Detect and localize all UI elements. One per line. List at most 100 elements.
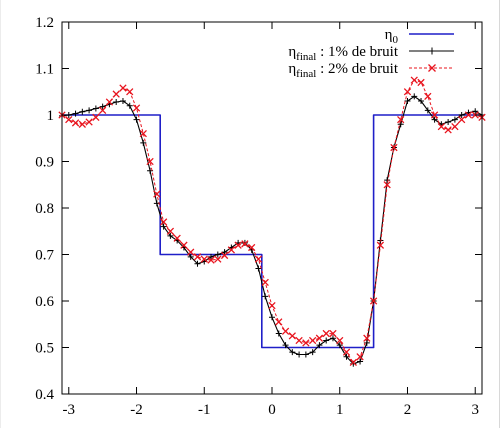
series-group (58, 76, 486, 367)
data-point (288, 332, 296, 340)
data-point (377, 237, 384, 244)
data-point (214, 251, 221, 258)
tick-labels-group: -3 -2 -1 0 1 2 3 0.4 0.5 0.6 0.7 0.8 0.9 1 1.1 1.2 (35, 15, 479, 418)
data-point (444, 126, 452, 134)
data-point (133, 116, 140, 123)
data-point (112, 90, 120, 98)
data-point (296, 351, 303, 358)
data-point (227, 246, 236, 254)
data-point (343, 353, 350, 360)
data-point (410, 76, 418, 84)
data-point (71, 119, 80, 127)
legend-entry-eta0: η0 (385, 27, 454, 46)
data-point (445, 118, 452, 125)
data-point (160, 223, 167, 230)
legend-marker-noise1 (428, 47, 436, 55)
data-point (349, 358, 357, 367)
data-point (261, 278, 269, 287)
x-tick-label: -3 (63, 402, 76, 418)
data-point (173, 234, 181, 242)
data-point (329, 335, 336, 342)
y-tick-label: 1 (47, 108, 55, 124)
x-tick-label: 2 (404, 402, 412, 418)
data-point (72, 110, 79, 117)
y-tick-label: 1.2 (35, 15, 54, 31)
y-tick-label: 0.9 (35, 155, 54, 171)
data-point (132, 104, 141, 112)
data-point (397, 121, 404, 128)
data-point (295, 336, 303, 345)
legend-entry-noise2: ηfinal : 2% de bruit (288, 61, 454, 80)
data-point (98, 106, 107, 115)
data-point (79, 108, 86, 115)
data-point (207, 256, 215, 264)
data-point (92, 113, 100, 121)
data-point (403, 88, 412, 96)
x-tick-label: -1 (198, 402, 211, 418)
data-point (404, 98, 411, 105)
data-point (248, 243, 256, 252)
data-point (159, 218, 168, 226)
data-point (430, 111, 439, 119)
data-point (193, 253, 202, 261)
data-point (472, 108, 479, 115)
data-point (397, 115, 405, 124)
data-point (200, 255, 208, 263)
data-point (194, 260, 201, 267)
x-tick-label: 1 (336, 402, 344, 418)
data-point (417, 78, 425, 87)
data-point (275, 318, 283, 326)
data-point (322, 329, 330, 338)
data-point (384, 177, 391, 184)
data-point (464, 111, 473, 119)
data-point (458, 115, 466, 124)
legend-marker-noise2 (428, 64, 436, 72)
data-point (302, 351, 309, 358)
data-point (336, 342, 343, 349)
data-point (92, 105, 99, 112)
data-point (262, 293, 269, 300)
legend-label-eta0: η0 (385, 27, 399, 46)
legend-label-noise1: ηfinal : 1% de bruit (288, 44, 399, 63)
data-point (424, 92, 432, 101)
data-point (119, 98, 126, 105)
data-point (329, 329, 337, 338)
data-point (411, 93, 418, 100)
data-point (308, 336, 317, 345)
y-tick-label: 0.7 (35, 248, 54, 264)
data-point (126, 102, 133, 109)
x-tick-label: -2 (130, 402, 143, 418)
data-point (357, 358, 364, 365)
data-point (451, 116, 458, 123)
data-point (139, 129, 147, 138)
series-noise2 (58, 76, 486, 367)
data-point (208, 253, 215, 260)
data-point (418, 98, 425, 105)
data-point (214, 255, 222, 263)
y-tick-label: 1.1 (35, 62, 54, 78)
y-tick-label: 0.6 (35, 294, 54, 310)
data-point (268, 301, 276, 310)
data-point (65, 115, 73, 124)
data-point (315, 334, 324, 342)
data-point (220, 251, 229, 260)
legend-entry-noise1: ηfinal : 1% de bruit (288, 44, 454, 63)
data-point (85, 118, 93, 126)
data-point (86, 107, 93, 114)
data-point (221, 249, 228, 256)
series-line-eta0 (62, 114, 482, 349)
data-point (99, 103, 106, 110)
data-point (369, 297, 378, 305)
data-point (323, 337, 330, 344)
data-point (180, 241, 188, 249)
data-point (254, 255, 263, 263)
y-tick-label: 0.4 (35, 387, 54, 403)
data-point (336, 336, 344, 345)
data-point (309, 349, 316, 356)
data-point (376, 241, 385, 249)
data-point (363, 334, 371, 342)
data-point (105, 98, 114, 106)
data-point (282, 342, 289, 349)
data-point (383, 181, 391, 189)
data-point (431, 116, 438, 123)
